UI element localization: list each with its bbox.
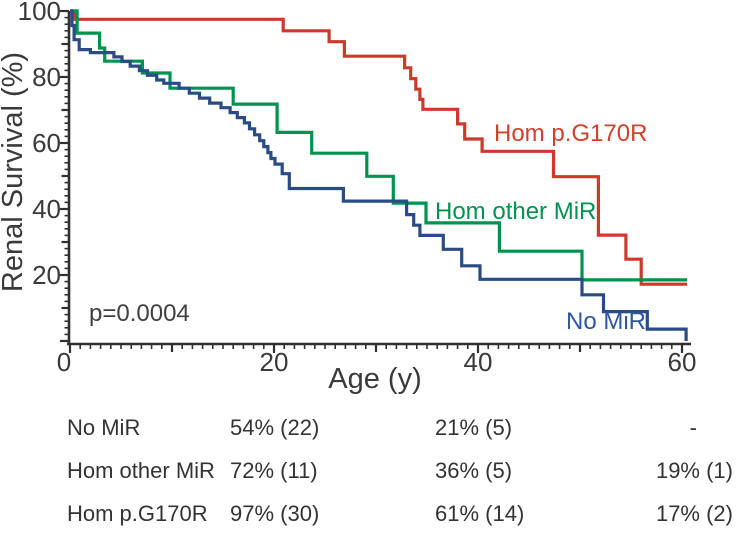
survival-curve-hom-pg170r xyxy=(70,9,688,286)
risk-row-label: No MiR xyxy=(67,415,141,440)
curve-label-hom-pg170r: Hom p.G170R xyxy=(494,120,647,147)
y-tick-label-40: 40 xyxy=(32,194,61,224)
risk-cell-age20: 54% (22) xyxy=(230,415,320,440)
risk-row-hom-other-mir: Hom other MiR 72% (11) 36% (5) 19% (1) xyxy=(0,458,736,484)
survival-curve-hom-other-mir xyxy=(70,9,688,282)
curve-label-hom-other-mir: Hom other MiR xyxy=(435,198,596,225)
y-axis-label: Renal Survival (%) xyxy=(0,52,29,292)
risk-cell-age40: 61% (14) xyxy=(435,501,525,526)
risk-cell-age60: - xyxy=(689,415,697,440)
curves xyxy=(70,9,688,341)
risk-row-hom-pg170r: Hom p.G170R 97% (30) 61% (14) 17% (2) xyxy=(0,501,736,527)
risk-row-label: Hom p.G170R xyxy=(67,501,208,526)
curve-label-no-mir: No MiR xyxy=(566,308,646,335)
x-axis-label: Age (y) xyxy=(328,363,421,395)
risk-cell-age60: 17% (2) xyxy=(655,501,733,526)
x-tick-label-20: 20 xyxy=(260,347,289,377)
risk-cell-age20: 72% (11) xyxy=(230,458,318,483)
axes xyxy=(60,9,691,353)
risk-row-label: Hom other MiR xyxy=(67,458,215,483)
p-value-annotation: p=0.0004 xyxy=(89,300,190,327)
risk-cell-age40: 36% (5) xyxy=(435,458,513,483)
y-tick-label-100: 100 xyxy=(18,0,61,26)
y-tick-label-80: 80 xyxy=(32,62,61,92)
risk-row-no-mir: No MiR 54% (22) 21% (5) - xyxy=(0,415,736,441)
risk-cell-age60: 19% (1) xyxy=(655,458,733,483)
x-tick-label-60: 60 xyxy=(668,347,697,377)
risk-cell-age40: 21% (5) xyxy=(435,415,513,440)
risk-cell-age20: 97% (30) xyxy=(230,501,320,526)
y-tick-label-60: 60 xyxy=(32,128,61,158)
y-tick-label-20: 20 xyxy=(32,260,61,290)
x-tick-label-0: 0 xyxy=(57,347,71,377)
survival-curve-no-mir xyxy=(70,9,688,341)
survival-chart-svg: Renal Survival (%) Age (y) 100 80 60 40 … xyxy=(0,0,697,395)
x-tick-label-40: 40 xyxy=(464,347,493,377)
